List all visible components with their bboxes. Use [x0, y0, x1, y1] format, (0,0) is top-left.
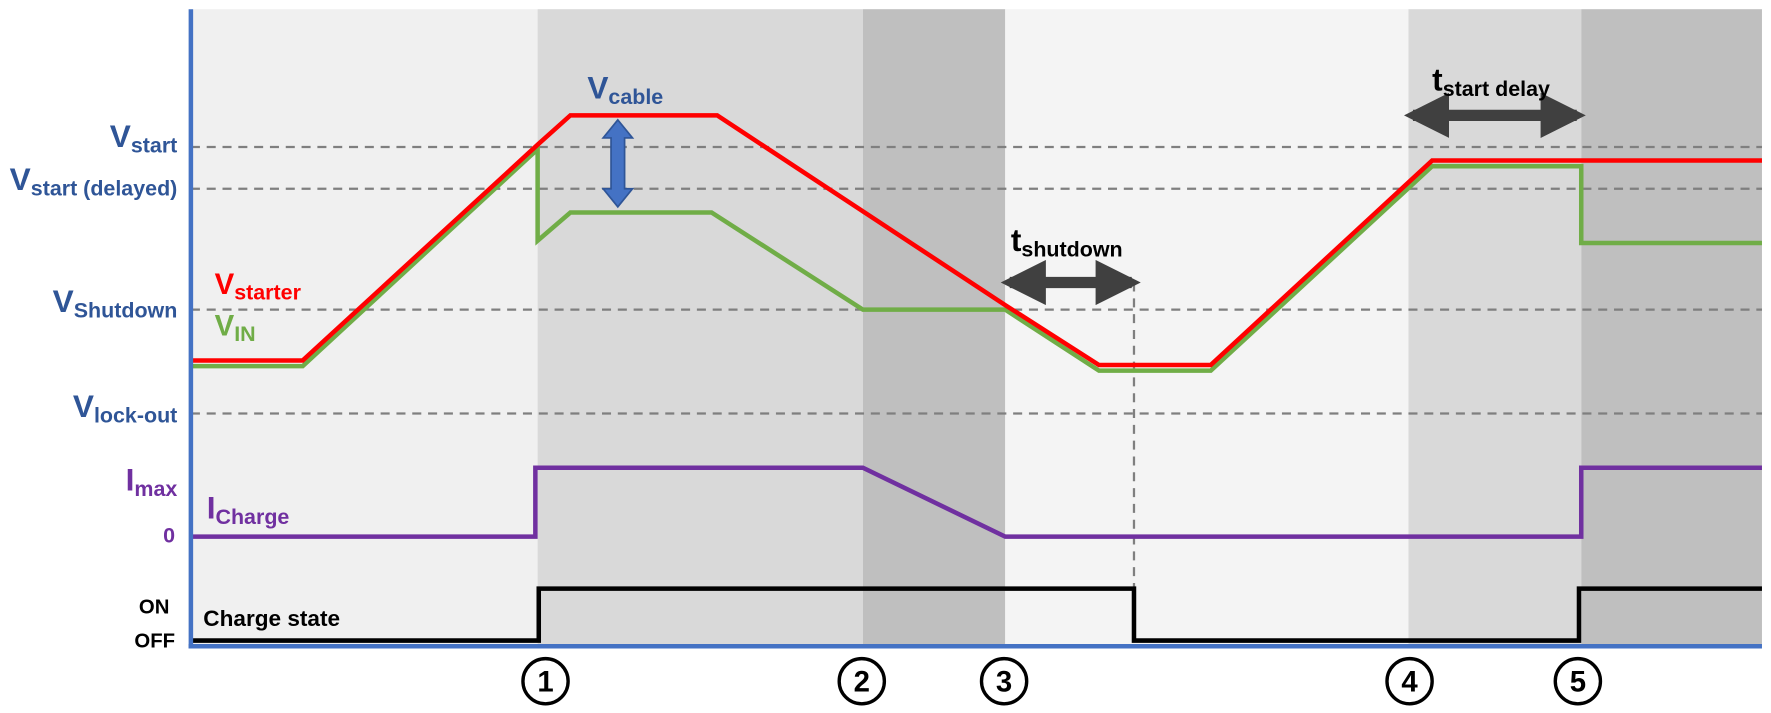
event-number: 4	[1401, 665, 1418, 698]
event-number: 3	[996, 665, 1012, 698]
annotation: tshutdown	[1011, 222, 1123, 262]
label-sub: shutdown	[1021, 238, 1122, 262]
event-circle	[1553, 656, 1603, 706]
event-circle	[1385, 656, 1434, 706]
label-main: V	[53, 283, 74, 319]
signal-label: ICharge	[207, 490, 290, 530]
label-sub: starter	[234, 280, 301, 304]
v-in-trace	[190, 144, 1762, 373]
level-label: Vstart (delayed)	[10, 161, 178, 201]
label-sub: IN	[234, 322, 255, 346]
event-circle	[521, 656, 570, 706]
label-main: V	[110, 118, 131, 154]
event-number: 1	[537, 665, 553, 698]
label-main: V	[587, 69, 608, 105]
level-label: VShutdown	[53, 283, 178, 323]
label-sub: start	[131, 134, 177, 158]
level-label: Vstart	[110, 118, 178, 158]
axes	[188, 9, 1762, 649]
event-circle	[837, 656, 887, 706]
v-cable-arrow	[601, 118, 635, 209]
level-label: Vlock-out	[73, 388, 177, 428]
label-main: V	[215, 310, 235, 343]
event-markers: 1 2 3 4 5	[521, 656, 1603, 706]
annotation: tstart delay	[1432, 62, 1550, 102]
charge-state-trace	[190, 586, 1762, 643]
off-label: OFF	[134, 630, 175, 652]
on-label: ON	[139, 596, 170, 618]
level-label: Imax	[126, 461, 178, 501]
label-main: I	[207, 490, 216, 526]
zero-label: 0	[163, 523, 175, 547]
signal-label: VIN	[215, 310, 256, 347]
signal-label: Vstarter	[215, 268, 302, 305]
label-sub: max	[134, 477, 177, 501]
event-number: 2	[854, 665, 870, 698]
background-bands	[190, 9, 1762, 647]
label-sub: Shutdown	[74, 299, 178, 323]
v-starter-trace	[190, 113, 1762, 368]
event-circle	[979, 656, 1029, 706]
reference-lines	[190, 145, 1762, 641]
label-sub: cable	[608, 85, 663, 109]
i-charge-trace	[190, 465, 1762, 539]
label-sub: lock-out	[94, 404, 177, 428]
label-sub: Charge	[215, 505, 289, 529]
event-number: 5	[1570, 665, 1586, 698]
label-main: V	[215, 268, 235, 301]
label-main: t	[1432, 62, 1443, 98]
label-sub: start (delayed)	[31, 177, 178, 201]
annotation: Vcable	[587, 69, 663, 109]
label-main: V	[73, 388, 94, 424]
label-sub: start delay	[1443, 77, 1550, 101]
label-main: V	[10, 161, 31, 197]
signal-label: Charge state	[203, 606, 340, 631]
label-main: t	[1011, 222, 1022, 258]
label-main: I	[126, 461, 135, 497]
